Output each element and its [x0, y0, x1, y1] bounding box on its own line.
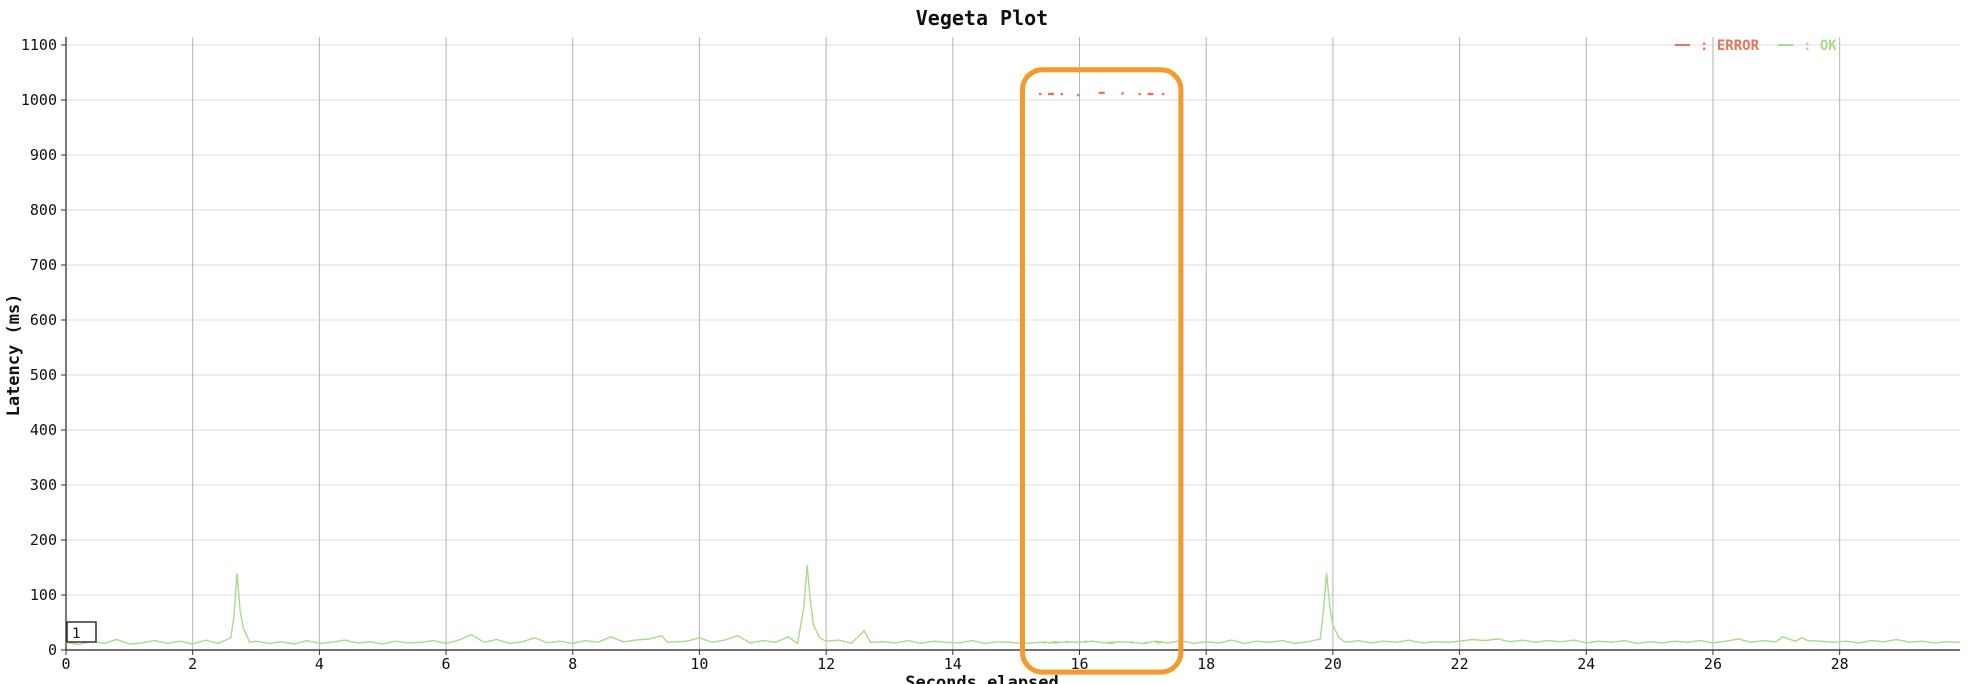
- series-point-error: [1048, 92, 1054, 96]
- series-point-ok: [1144, 641, 1148, 644]
- x-tick-label: 22: [1451, 655, 1469, 673]
- x-tick-label: 4: [315, 655, 324, 673]
- series-point-error: [1147, 92, 1154, 96]
- x-tick-label: 6: [442, 655, 451, 673]
- series-point-ok: [1108, 641, 1115, 644]
- y-tick-label: 600: [30, 311, 57, 329]
- y-tick-label: 0: [48, 641, 57, 659]
- x-tick-label: 28: [1831, 655, 1849, 673]
- y-tick-label: 900: [30, 146, 57, 164]
- badge-box: [66, 621, 97, 643]
- x-tick-label: 2: [188, 655, 197, 673]
- y-axis-ticks: 0 100 200 300 400 500 600 700 800 900 1000 1100: [21, 36, 66, 659]
- series-line-ok: [65, 564, 1961, 646]
- x-tick-label: 8: [568, 655, 577, 673]
- badge-label: 1: [72, 626, 81, 642]
- y-tick-label: 400: [30, 421, 57, 439]
- legend-ok-label: : OK: [1803, 38, 1837, 54]
- series-point-ok: [1065, 641, 1069, 644]
- y-tick-label: 800: [30, 201, 57, 219]
- series-point-error: [1161, 92, 1165, 96]
- y-tick-label: 300: [30, 476, 57, 494]
- grid-lines: [65, 37, 1960, 651]
- legend: : ERROR : OK: [1675, 38, 1837, 54]
- y-tick-label: 700: [30, 256, 57, 274]
- y-tick-label: 1000: [21, 91, 57, 109]
- x-tick-label: 26: [1704, 655, 1722, 673]
- x-axis-label: Seconds elapsed: [905, 673, 1059, 684]
- series-point-ok: [1130, 641, 1133, 644]
- legend-error-label: : ERROR: [1700, 38, 1760, 54]
- highlight-box: [1020, 67, 1184, 675]
- x-tick-label: 16: [1070, 655, 1088, 673]
- x-tick-label: 24: [1577, 655, 1595, 673]
- series-point-error: [1138, 92, 1141, 96]
- x-tick-label: 12: [817, 655, 835, 673]
- series-point-ok: [1052, 641, 1059, 644]
- series-layer: [65, 91, 1961, 646]
- x-tick-label: 0: [61, 655, 70, 673]
- y-tick-label: 500: [30, 366, 57, 384]
- y-tick-label: 100: [30, 586, 57, 604]
- x-tick-label: 20: [1324, 655, 1342, 673]
- x-tick-label: 18: [1197, 655, 1215, 673]
- series-point-ok: [1155, 641, 1162, 644]
- highlight-layer: [1020, 67, 1184, 675]
- series-point-error: [1060, 92, 1063, 96]
- y-tick-label: 1100: [21, 36, 57, 54]
- x-axis-ticks: 0 2 4 6 8 10 12 14 16 18 20 22 24 26 28: [61, 650, 1849, 673]
- series-point-error: [1098, 91, 1105, 95]
- series-point-ok: [1043, 641, 1046, 644]
- plot-badge: 1: [66, 621, 97, 643]
- series-point-error: [1077, 93, 1080, 97]
- y-axis-label: Latency (ms): [4, 294, 24, 417]
- x-tick-label: 10: [690, 655, 708, 673]
- series-point-error: [1121, 92, 1124, 95]
- series-point-ok: [1084, 640, 1088, 643]
- series-point-error: [1039, 92, 1042, 96]
- x-tick-label: 14: [944, 655, 962, 673]
- y-tick-label: 200: [30, 531, 57, 549]
- chart-title: Vegeta Plot: [916, 6, 1048, 30]
